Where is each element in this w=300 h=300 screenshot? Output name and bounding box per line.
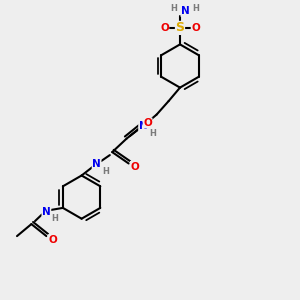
Text: H: H — [192, 4, 199, 13]
Text: H: H — [171, 4, 177, 13]
Text: O: O — [143, 118, 152, 128]
Text: N: N — [139, 121, 148, 131]
Text: N: N — [42, 206, 51, 217]
Text: O: O — [48, 235, 57, 245]
Text: H: H — [149, 129, 156, 138]
Text: S: S — [176, 21, 184, 34]
Text: H: H — [102, 167, 109, 176]
Text: H: H — [51, 214, 58, 223]
Text: N: N — [92, 159, 101, 169]
Text: O: O — [191, 23, 200, 33]
Text: N: N — [181, 6, 190, 16]
Text: O: O — [130, 161, 139, 172]
Text: O: O — [160, 23, 169, 33]
